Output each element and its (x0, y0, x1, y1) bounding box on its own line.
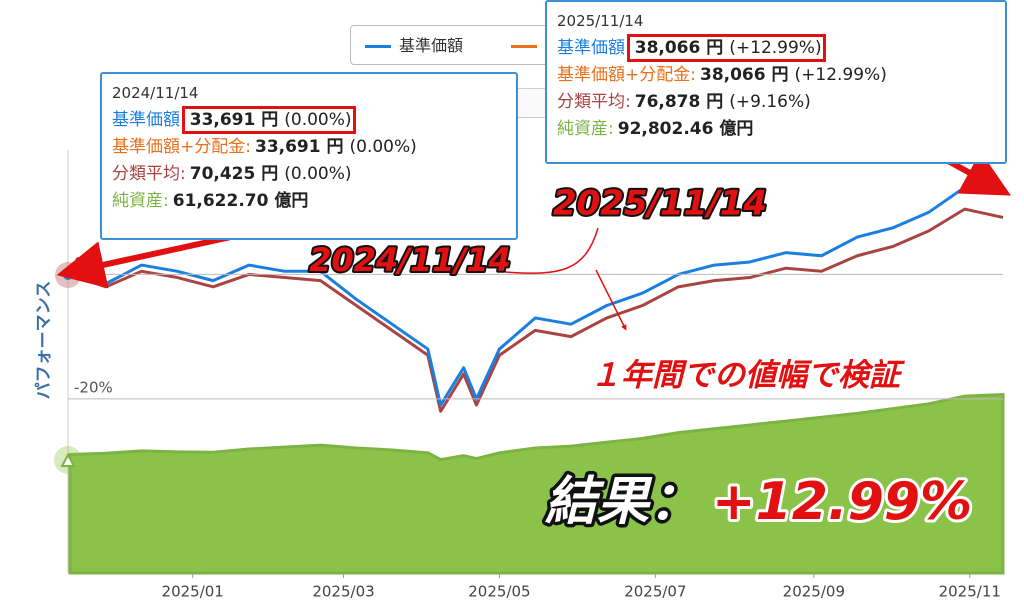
tooltip-value: 33,691 円 (189, 110, 279, 130)
x-tick-label: 2025/03 (312, 583, 374, 601)
tooltip-row: 分類平均: 70,425 円 (0.00%) (112, 161, 506, 188)
tooltip-change: (0.00%) (284, 164, 352, 184)
tooltip-change: (+9.16%) (729, 92, 811, 112)
connector (504, 227, 599, 274)
tooltip-value-group: 70,425 円 (0.00%) (186, 164, 352, 184)
legend-label: 基準価額 (399, 36, 464, 55)
connector (595, 269, 627, 331)
y-tick-label: -20% (74, 378, 113, 396)
tooltip-row: 基準価額+分配金: 38,066 円 (+12.99%) (557, 62, 995, 89)
legend[interactable]: 基準価額 (350, 25, 550, 65)
tooltip-value-group: 76,878 円 (+9.16%) (631, 92, 811, 112)
tooltip-label: 基準価額+分配金: (557, 65, 696, 85)
tooltip-label: 分類平均: (557, 92, 631, 112)
line (69, 207, 1004, 413)
x-tick-label: 2025/01 (162, 583, 224, 601)
annotation: +12.99% (712, 472, 972, 532)
annotation: 結果： (544, 472, 701, 532)
tooltip-value: 70,425 円 (189, 164, 279, 184)
tooltip-label: 基準価額+分配金: (112, 137, 251, 157)
x-tick-label: 2025/07 (624, 583, 686, 601)
tooltip-value-group: 38,066 円 (+12.99%) (696, 65, 887, 85)
tooltip-label: 純資産: (557, 119, 614, 139)
tooltip-value-group: 33,691 円 (0.00%) (181, 106, 356, 134)
start-marker (63, 270, 73, 280)
tooltip-row: 分類平均: 76,878 円 (+9.16%) (557, 89, 995, 116)
tooltip-change: (+12.99%) (729, 38, 822, 58)
tooltip-label: 分類平均: (112, 164, 186, 184)
area (68, 393, 1005, 575)
x-tick-label: 2025/11 (939, 583, 1001, 601)
tooltip-row: 純資産: 92,802.46 億円 (557, 116, 995, 143)
tooltip-value: 92,802.46 億円 (617, 119, 754, 139)
y-axis-label: パフォーマンス (34, 281, 54, 400)
tooltip-row: 基準価額+分配金: 33,691 円 (0.00%) (112, 134, 506, 161)
tooltip-value: 61,622.70 億円 (172, 191, 309, 211)
tooltip-value: 38,066 円 (634, 38, 724, 58)
tooltip-change: (0.00%) (284, 110, 352, 130)
tooltip-row: 純資産: 61,622.70 億円 (112, 188, 506, 215)
annotation: 2024/11/14 (309, 241, 511, 279)
tooltip-label: 基準価額: (557, 38, 631, 58)
tooltip: 2024/11/14 基準価額: 33,691 円 (0.00%) 基準価額+分配金:… (100, 72, 518, 240)
tooltip-row: 基準価額: 38,066 円 (+12.99%) (557, 34, 995, 62)
tooltip-date: 2024/11/14 (112, 84, 199, 102)
tooltip-change: (+12.99%) (794, 65, 887, 85)
tooltip-date: 2025/11/14 (557, 12, 644, 30)
tooltip: 2025/11/14 基準価額: 38,066 円 (+12.99%) 基準価額+分配… (545, 0, 1007, 164)
start-marker (60, 452, 76, 467)
x-tick-label: 2025/05 (468, 583, 530, 601)
tooltip-row: 基準価額: 33,691 円 (0.00%) (112, 106, 506, 134)
tooltip-label: 純資産: (112, 191, 169, 211)
tooltip-value: 38,066 円 (699, 65, 789, 85)
tooltip-value-group: 92,802.46 億円 (614, 119, 754, 139)
line (69, 185, 1004, 407)
tooltip-value: 76,878 円 (634, 92, 724, 112)
tooltip-change: (0.00%) (349, 137, 417, 157)
annotation: 2025/11/14 (553, 184, 767, 224)
annotation: １年間での値幅で検証 (590, 358, 905, 394)
arrow (56, 232, 241, 289)
tooltip-label: 基準価額: (112, 110, 186, 130)
x-tick-label: 2025/09 (783, 583, 845, 601)
tooltip-value-group: 61,622.70 億円 (169, 191, 309, 211)
tooltip-value: 33,691 円 (254, 137, 344, 157)
tooltip-value-group: 33,691 円 (0.00%) (251, 137, 417, 157)
tooltip-value-group: 38,066 円 (+12.99%) (626, 34, 826, 62)
